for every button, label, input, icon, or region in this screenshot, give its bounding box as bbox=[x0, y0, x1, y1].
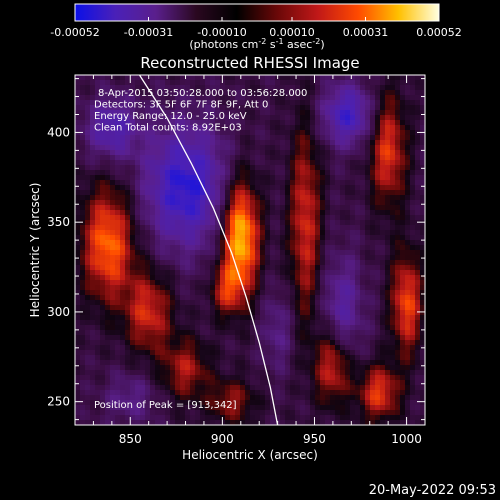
annotation-line: Detectors: 3F 5F 6F 7F 8F 9F, Att 0 bbox=[94, 100, 268, 111]
y-axis-ticks: 250 300 350 400 bbox=[47, 78, 425, 421]
colorbar-tick-label: 0.00052 bbox=[416, 26, 462, 39]
x-tick-label: 850 bbox=[119, 432, 142, 446]
x-tick-label: 900 bbox=[211, 432, 234, 446]
y-tick-label: 250 bbox=[47, 395, 70, 409]
footer-timestamp: 20-May-2022 09:53 bbox=[369, 483, 496, 498]
peak-position-label: Position of Peak = [913,342] bbox=[94, 400, 237, 411]
heatmap-image bbox=[75, 75, 425, 425]
colorbar-ticks bbox=[74, 17, 440, 21]
annotation-line: Energy Range: 12.0 - 25.0 keV bbox=[94, 111, 247, 122]
colorbar-tick-label: -0.00031 bbox=[124, 26, 173, 39]
colorbar-tick-label: 0.00010 bbox=[269, 26, 315, 39]
y-tick-label: 400 bbox=[47, 125, 70, 139]
observation-annotations: 8-Apr-2015 03:50:28.000 to 03:56:28.000D… bbox=[94, 88, 307, 134]
x-axis-label: Heliocentric X (arcsec) bbox=[182, 448, 318, 462]
colorbar-units: (photons cm-2 s-1 asec-2) bbox=[189, 37, 324, 51]
y-tick-label: 350 bbox=[47, 215, 70, 229]
solar-limb-curve bbox=[138, 75, 279, 425]
annotation-line: Clean Total counts: 8.92E+03 bbox=[94, 123, 242, 134]
x-tick-label: 950 bbox=[303, 432, 326, 446]
plot-frame bbox=[74, 74, 426, 426]
colorbar-tick-label: 0.00031 bbox=[343, 26, 389, 39]
colorbar-tick-label: -0.00052 bbox=[50, 26, 99, 39]
colorbar: -0.00052 -0.00031 -0.00010 0.00010 0.00031 0.… bbox=[50, 3, 462, 51]
x-axis-ticks: 850 900 950 1000 bbox=[74, 75, 426, 446]
colorbar-tick-label: -0.00010 bbox=[197, 26, 246, 39]
y-tick-label: 300 bbox=[47, 305, 70, 319]
annotation-line: 8-Apr-2015 03:50:28.000 to 03:56:28.000 bbox=[98, 88, 307, 99]
colorbar-tick-labels: -0.00052 -0.00031 -0.00010 0.00010 0.00031 0.… bbox=[50, 26, 461, 39]
chart-title: Reconstructed RHESSI Image bbox=[140, 54, 359, 72]
colorbar-gradient bbox=[74, 3, 440, 22]
x-tick-label: 1000 bbox=[391, 432, 422, 446]
y-axis-label: Heliocentric Y (arcsec) bbox=[28, 183, 42, 318]
